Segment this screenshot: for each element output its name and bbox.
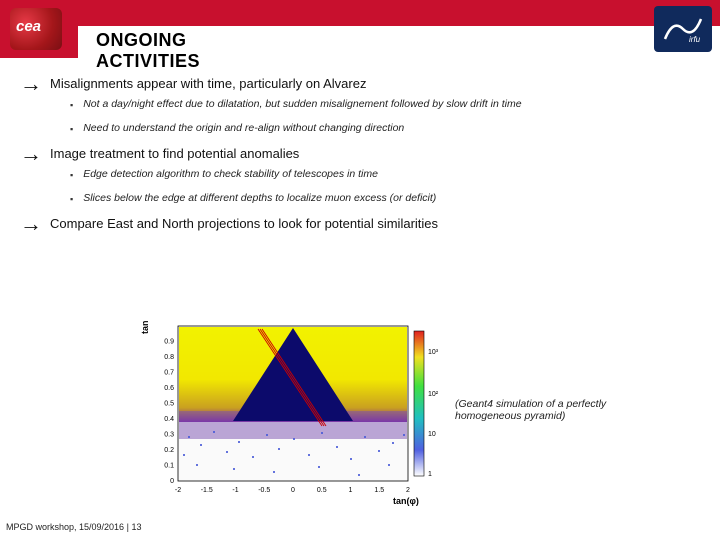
- svg-text:0.1: 0.1: [164, 463, 174, 470]
- xlabel: tan(φ): [393, 496, 419, 506]
- dot-icon: ▪: [70, 122, 73, 136]
- svg-text:10²: 10²: [428, 391, 439, 398]
- arrow-icon: →: [20, 146, 42, 162]
- title-rest: NGOING ACTIVITIES: [96, 30, 200, 71]
- bullet-3: → Compare East and North projections to …: [20, 216, 700, 232]
- bullet-2-subs: ▪Edge detection algorithm to check stabi…: [70, 168, 700, 206]
- svg-text:2: 2: [406, 487, 410, 494]
- svg-text:-2: -2: [175, 487, 181, 494]
- footer: MPGD workshop, 15/09/2016 | 13: [6, 522, 141, 532]
- page-number: 13: [131, 522, 141, 532]
- svg-text:-0.5: -0.5: [258, 487, 270, 494]
- content-area: → Misalignments appear with time, partic…: [0, 58, 720, 232]
- svg-text:0.6: 0.6: [164, 385, 174, 392]
- svg-text:0.7: 0.7: [164, 370, 174, 377]
- svg-text:0.5: 0.5: [164, 401, 174, 408]
- cea-logo: [10, 8, 62, 50]
- sub-bullet: ▪Edge detection algorithm to check stabi…: [70, 168, 700, 182]
- svg-text:0.9: 0.9: [164, 339, 174, 346]
- dot-icon: ▪: [70, 168, 73, 182]
- sub-bullet: ▪Need to understand the origin and re-al…: [70, 122, 700, 136]
- bullet-1-text: Misalignments appear with time, particul…: [50, 76, 366, 91]
- bullet-2-text: Image treatment to find potential anomal…: [50, 146, 299, 161]
- slide-header: ONGOING ACTIVITIES irfu: [0, 0, 720, 58]
- svg-text:-1: -1: [232, 487, 238, 494]
- svg-text:0: 0: [291, 487, 295, 494]
- arrow-icon: →: [20, 216, 42, 232]
- svg-text:0.2: 0.2: [164, 447, 174, 454]
- dot-icon: ▪: [70, 192, 73, 206]
- bullet-3-text: Compare East and North projections to lo…: [50, 216, 438, 231]
- svg-text:-1.5: -1.5: [201, 487, 213, 494]
- svg-text:10³: 10³: [428, 349, 439, 356]
- sub-bullet: ▪Not a day/night effect due to dilatatio…: [70, 98, 700, 112]
- svg-text:0.3: 0.3: [164, 432, 174, 439]
- svg-text:0.8: 0.8: [164, 354, 174, 361]
- ylabel: tan(θ): [140, 320, 150, 334]
- svg-text:0: 0: [170, 478, 174, 485]
- slide-title: ONGOING ACTIVITIES: [78, 26, 720, 76]
- svg-text:0.4: 0.4: [164, 416, 174, 423]
- irfu-logo: irfu: [654, 6, 712, 52]
- svg-text:1: 1: [428, 471, 432, 478]
- title-capital: O: [96, 30, 111, 50]
- arrow-icon: →: [20, 76, 42, 92]
- sub-bullet: ▪Slices below the edge at different dept…: [70, 192, 700, 206]
- bullet-2: → Image treatment to find potential anom…: [20, 146, 700, 162]
- figure-caption: (Geant4 simulation of a perfectly homoge…: [455, 398, 635, 422]
- dot-icon: ▪: [70, 98, 73, 112]
- svg-text:10: 10: [428, 431, 436, 438]
- bullet-1-subs: ▪Not a day/night effect due to dilatatio…: [70, 98, 700, 136]
- bullet-1: → Misalignments appear with time, partic…: [20, 76, 700, 92]
- svg-text:1.5: 1.5: [374, 487, 384, 494]
- svg-text:1: 1: [349, 487, 353, 494]
- chart-figure: -2 -1.5 -1 -0.5 0 0.5 1 1.5 2 0 0.1 0.2 0.3 0.4 0.…: [140, 320, 440, 510]
- svg-text:0.5: 0.5: [317, 487, 327, 494]
- irfu-text: irfu: [689, 35, 701, 44]
- footer-text: MPGD workshop, 15/09/2016: [6, 522, 124, 532]
